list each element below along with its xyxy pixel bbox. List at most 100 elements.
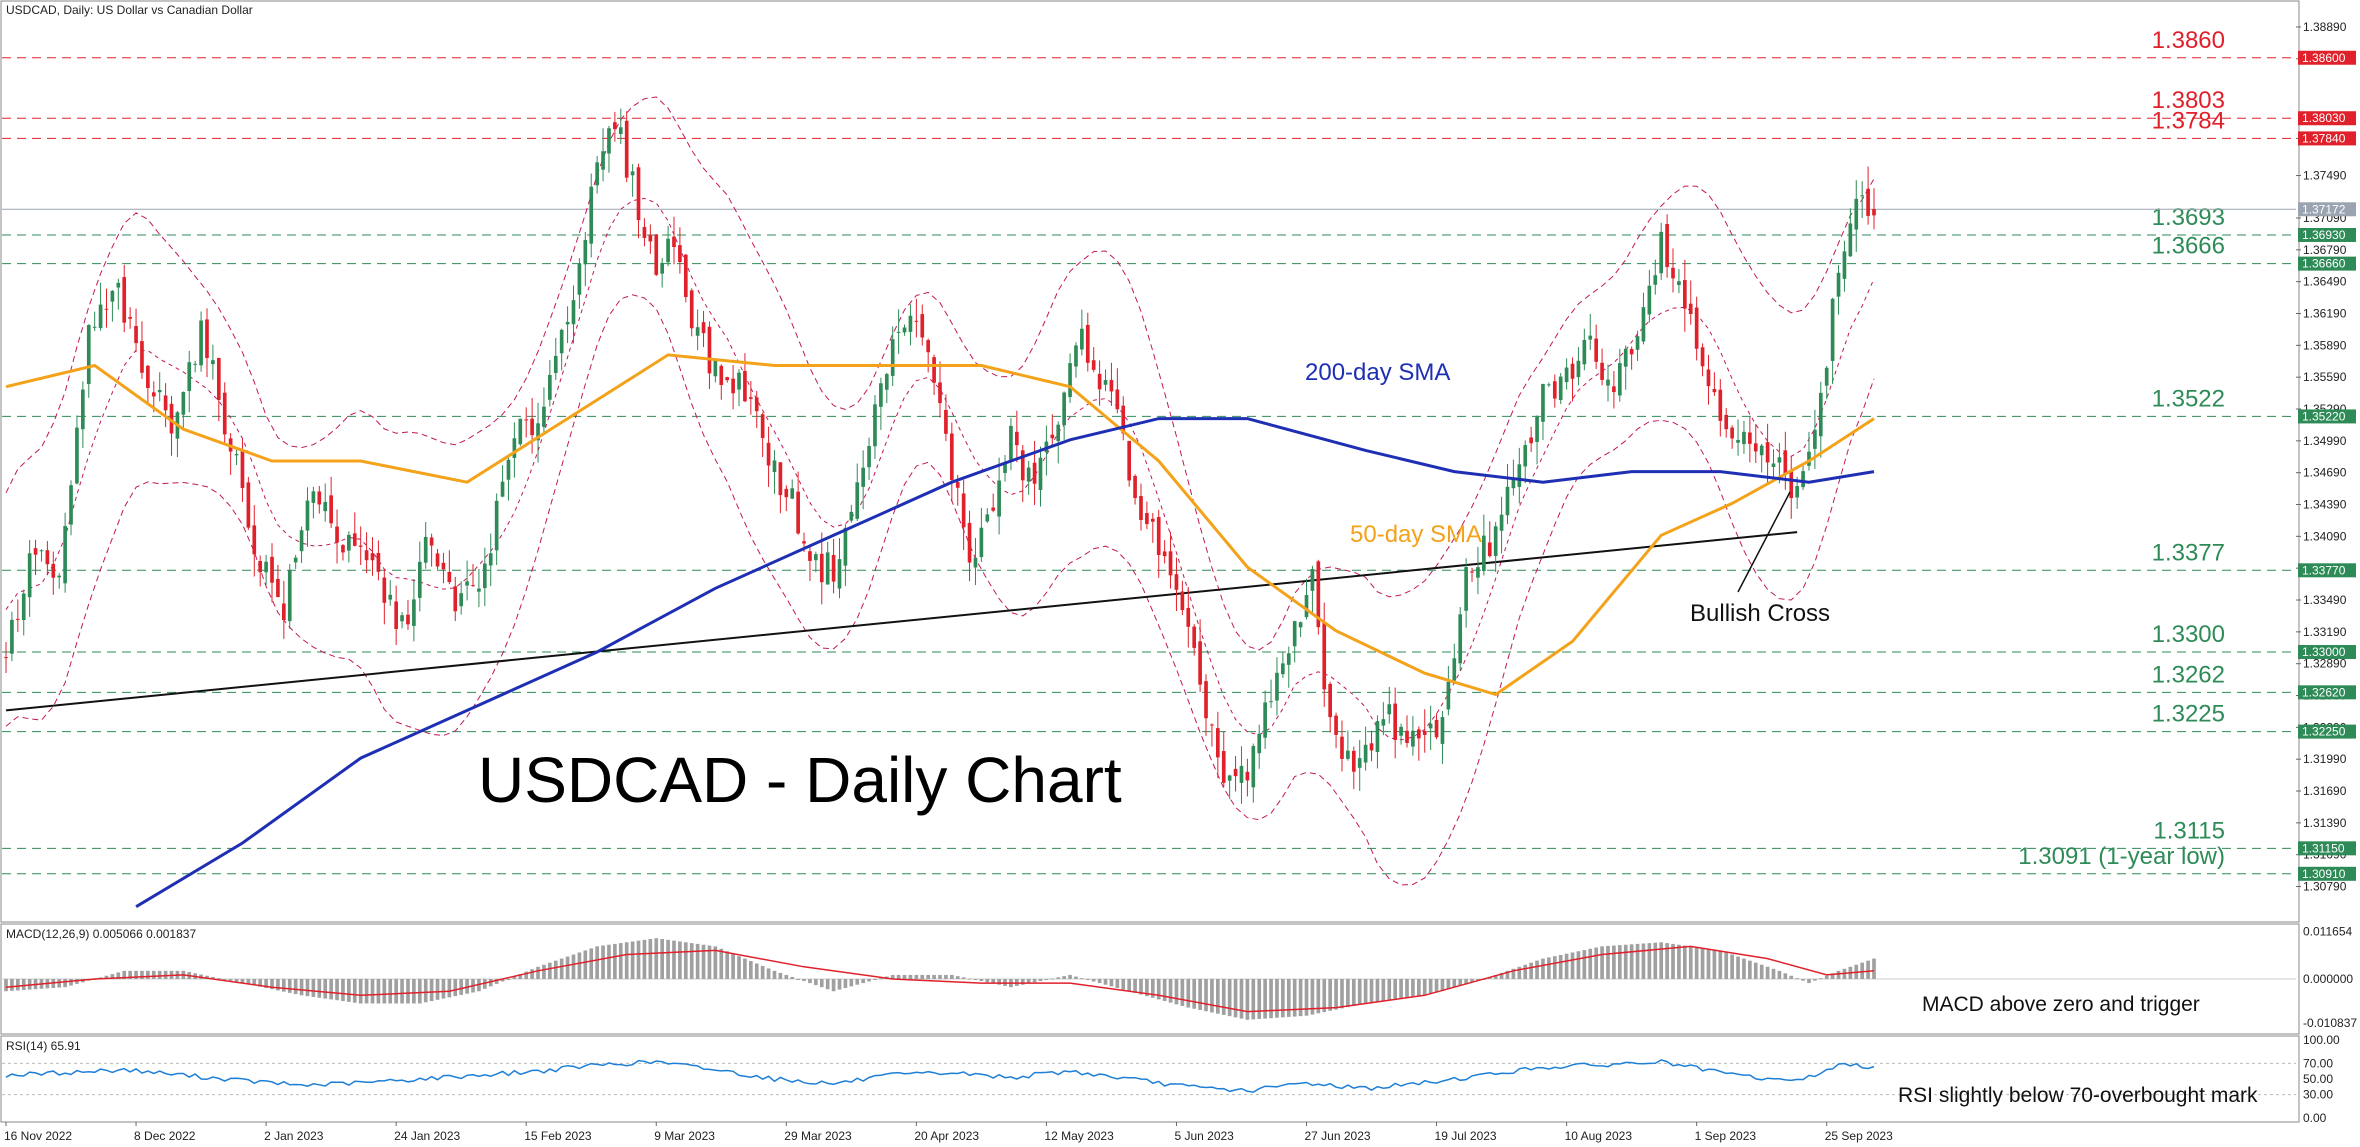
candle-body	[39, 550, 44, 552]
price-tick-label: 1.31990	[2303, 752, 2347, 766]
level-label-0: 1.3860	[2152, 27, 2225, 54]
candle-body	[938, 382, 942, 404]
macd-bar	[352, 979, 357, 1003]
candle	[134, 308, 138, 353]
candle-body	[1032, 462, 1037, 484]
candle-body	[1162, 551, 1167, 557]
macd-bar	[1617, 945, 1622, 979]
candle	[1736, 419, 1740, 456]
candle	[932, 354, 936, 396]
candle-body	[1381, 719, 1386, 726]
candle-body	[1251, 746, 1256, 788]
candle	[1346, 730, 1350, 761]
candle-body	[861, 467, 865, 487]
candle-body	[607, 128, 611, 154]
macd-bar	[1251, 979, 1256, 1020]
macd-bar	[1724, 952, 1729, 979]
macd-bar	[955, 976, 960, 979]
level-axis-label: 1.36660	[2302, 257, 2346, 271]
current-price-label: 1.37172	[2302, 202, 2346, 216]
candle	[63, 512, 67, 593]
candle	[86, 324, 91, 398]
candle	[1700, 343, 1705, 377]
candle-body	[1718, 389, 1723, 421]
macd-bar	[21, 979, 26, 991]
candle	[435, 549, 440, 570]
candle-body	[944, 409, 948, 434]
candle-body	[1133, 476, 1137, 499]
candle	[1458, 607, 1463, 671]
candle-body	[884, 374, 889, 390]
candle	[1434, 713, 1439, 740]
candle	[1476, 546, 1480, 595]
candle-body	[1493, 526, 1498, 556]
macd-bar	[713, 946, 718, 979]
candle-body	[75, 427, 79, 484]
candle-body	[559, 329, 564, 354]
macd-bar	[1493, 974, 1498, 979]
candle	[1275, 657, 1279, 716]
candle	[1612, 370, 1616, 409]
candle	[1038, 446, 1043, 507]
level-axis-badge	[2298, 563, 2356, 578]
macd-bar	[1068, 974, 1072, 979]
candle	[1493, 521, 1498, 572]
candle-body	[1091, 360, 1096, 370]
candle-body	[660, 262, 664, 274]
candle	[1186, 586, 1191, 648]
candle-body	[1730, 427, 1734, 439]
level-axis-label: 1.36930	[2302, 228, 2346, 242]
candle	[1422, 709, 1427, 753]
candle-body	[1617, 363, 1622, 396]
candle-body	[1074, 345, 1078, 367]
candle-body	[1015, 431, 1019, 446]
candle-body	[571, 300, 576, 325]
candle-body	[323, 501, 328, 512]
candle	[1239, 746, 1244, 804]
macd-bar	[1133, 979, 1137, 993]
candle	[376, 540, 381, 581]
candle-body	[1357, 758, 1362, 768]
candle	[967, 510, 972, 582]
bullish-cross-pointer	[1737, 491, 1791, 593]
price-tick-label: 1.30790	[2303, 880, 2347, 894]
candle	[1281, 651, 1285, 678]
macd-bar	[542, 964, 546, 979]
candle-body	[299, 530, 304, 552]
macd-bar	[1523, 964, 1528, 979]
candle-body	[1541, 383, 1545, 422]
macd-bar	[707, 945, 712, 979]
candle-body	[1588, 335, 1593, 340]
candle-body	[1671, 267, 1675, 279]
candle	[1109, 362, 1114, 406]
candle-body	[417, 561, 422, 598]
candle	[447, 550, 452, 585]
candle-body	[1535, 416, 1539, 443]
candle-body	[69, 485, 73, 525]
macd-bar	[1830, 973, 1835, 979]
candle	[1227, 774, 1232, 800]
macd-bar	[1677, 944, 1681, 979]
macd-bar	[1789, 975, 1794, 979]
macd-bar	[329, 979, 333, 1000]
candle-body	[400, 615, 404, 622]
macd-bar	[849, 979, 854, 987]
candle	[175, 410, 180, 458]
current-price-badge	[2298, 202, 2356, 217]
candle	[1813, 409, 1817, 470]
candle-body	[1795, 486, 1799, 498]
candle	[837, 538, 842, 599]
candle	[1269, 679, 1273, 708]
candle-body	[648, 235, 653, 242]
macd-bar	[825, 979, 830, 990]
macd-title: MACD(12,26,9) 0.005066 0.001837	[6, 927, 196, 941]
candle	[914, 298, 919, 338]
macd-bar	[1623, 944, 1628, 979]
candle-body	[1824, 367, 1829, 386]
candle	[128, 307, 132, 329]
macd-bar	[867, 979, 871, 982]
macd-bar	[814, 979, 818, 986]
time-tick-label: 16 Nov 2022	[4, 1129, 72, 1143]
candle-body	[341, 545, 345, 553]
candle-body	[1416, 729, 1421, 739]
